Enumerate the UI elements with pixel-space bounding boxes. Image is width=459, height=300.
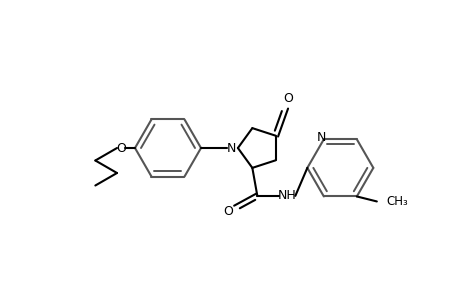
Text: N: N — [226, 142, 235, 154]
Text: O: O — [116, 142, 126, 154]
Text: N: N — [316, 131, 326, 144]
Text: O: O — [223, 206, 233, 218]
Text: CH₃: CH₃ — [386, 195, 408, 208]
Text: O: O — [282, 92, 292, 105]
Text: NH: NH — [277, 189, 296, 203]
